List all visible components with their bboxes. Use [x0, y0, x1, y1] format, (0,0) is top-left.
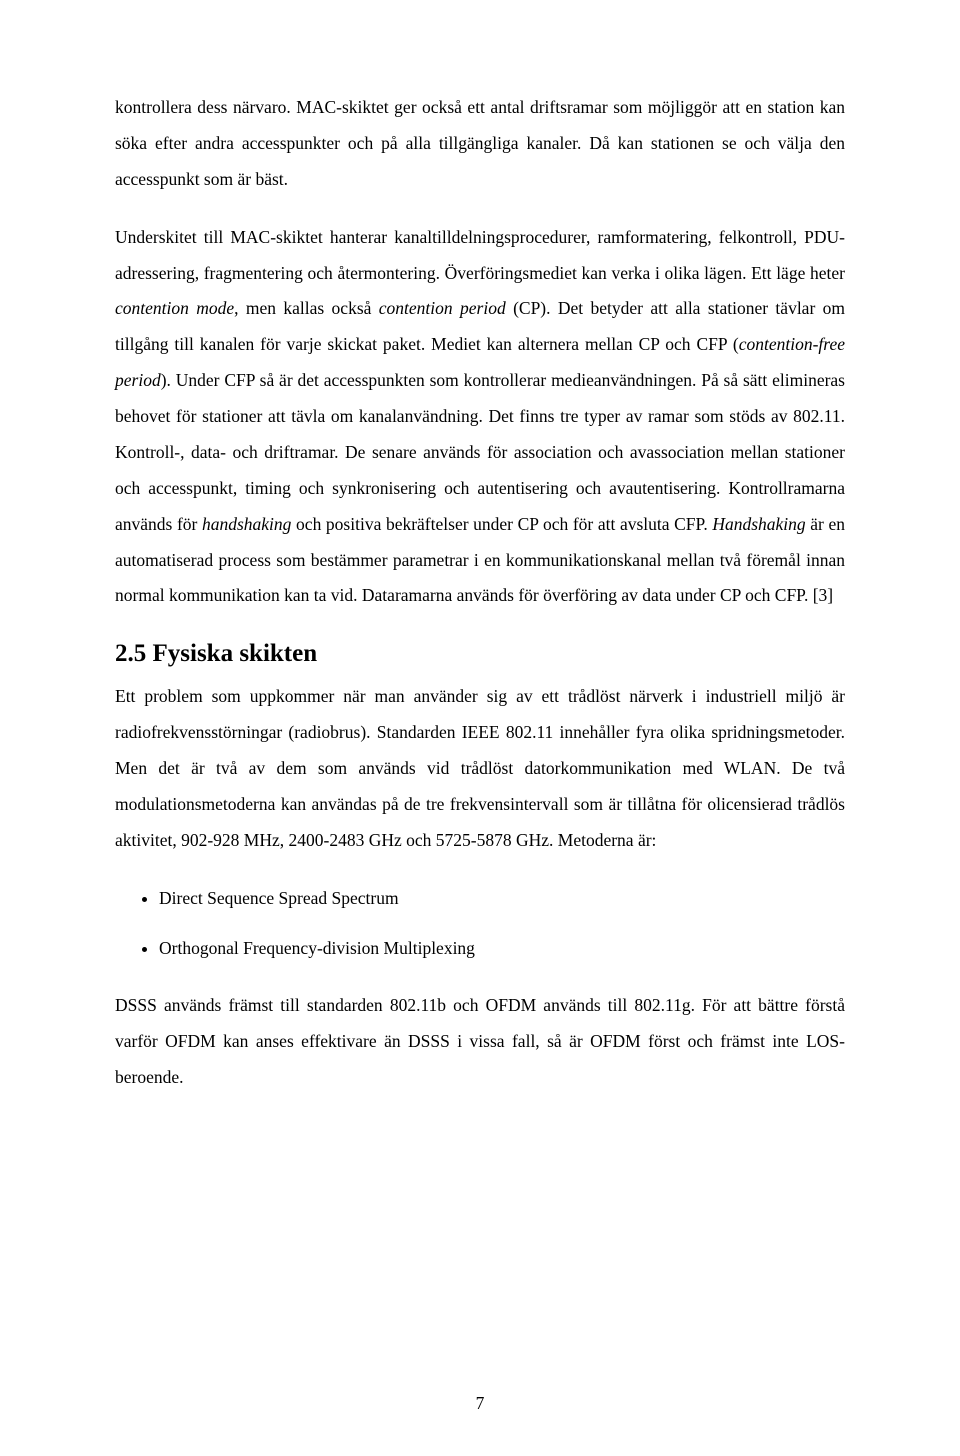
p2-seg-b: , men kallas också [234, 298, 379, 318]
p2-italic-1: contention mode [115, 298, 234, 318]
section-heading: 2.5 Fysiska skikten [115, 636, 845, 671]
paragraph-1: kontrollera dess närvaro. MAC-skiktet ge… [115, 90, 845, 198]
list-item: Direct Sequence Spread Spectrum [159, 881, 845, 917]
paragraph-4-text: DSSS används främst till standarden 802.… [115, 995, 845, 1087]
bullet-list: Direct Sequence Spread Spectrum Orthogon… [115, 881, 845, 967]
list-item: Orthogonal Frequency-division Multiplexi… [159, 931, 845, 967]
p2-italic-2: contention period [379, 298, 506, 318]
p2-seg-a: Underskitet till MAC-skiktet hanterar ka… [115, 227, 845, 283]
p2-italic-5: Handshaking [712, 514, 805, 534]
p2-seg-e: och positiva bekräftelser under CP och f… [291, 514, 712, 534]
paragraph-4: DSSS används främst till standarden 802.… [115, 988, 845, 1096]
p2-seg-d: ). Under CFP så är det accesspunkten som… [115, 370, 845, 534]
paragraph-3-text: Ett problem som uppkommer när man använd… [115, 686, 845, 850]
document-page: kontrollera dess närvaro. MAC-skiktet ge… [0, 0, 960, 1456]
paragraph-3: Ett problem som uppkommer när man använd… [115, 679, 845, 858]
paragraph-1-text: kontrollera dess närvaro. MAC-skiktet ge… [115, 97, 845, 189]
p2-italic-4: handshaking [202, 514, 291, 534]
page-number: 7 [0, 1393, 960, 1414]
paragraph-2: Underskitet till MAC-skiktet hanterar ka… [115, 220, 845, 615]
